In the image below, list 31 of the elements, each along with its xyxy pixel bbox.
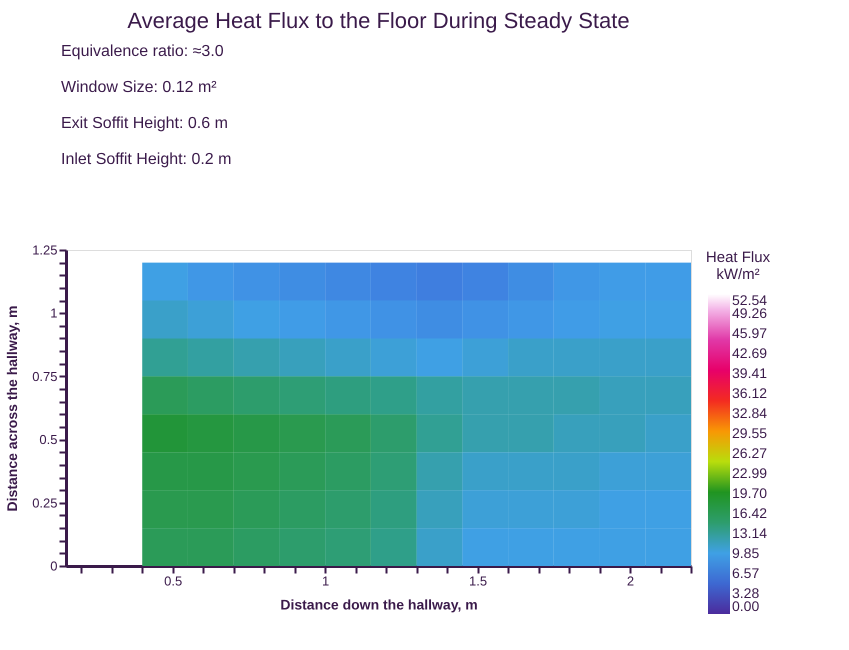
y-tick-label: 0	[50, 558, 58, 574]
chart-title: Average Heat Flux to the Floor During Steady State	[127, 8, 630, 33]
y-tick-label: 0.5	[39, 432, 58, 448]
color-bar-label: 39.41	[732, 364, 768, 381]
text: Equivalence ratio: ≈3.0	[61, 43, 224, 60]
x-tick-label: 0.5	[164, 574, 182, 588]
y-axis-title: Distance across the hallway, m	[4, 306, 20, 512]
x-tick-label: 1	[322, 574, 330, 588]
x-tick-label: 1.5	[469, 574, 488, 588]
text: Inlet Soffit Height: 0.2 m	[61, 151, 232, 168]
text: Window Size: 0.12 m²	[61, 79, 218, 96]
color-bar-label: 16.42	[732, 504, 768, 521]
x-tick-label: 2	[626, 574, 634, 588]
y-tick-label: 0.25	[32, 495, 58, 510]
y-tick-label: 1	[50, 306, 58, 321]
color-bar-label: 9.85	[732, 545, 760, 562]
y-tick-label: 1.25	[32, 242, 58, 258]
color-bar-label: 36.12	[732, 385, 768, 402]
color-bar-label: 29.55	[732, 425, 768, 442]
color-bar-label: 42.69	[732, 344, 768, 361]
text: Exit Soffit Height: 0.6 m	[61, 115, 228, 132]
color-bar-label: 6.57	[732, 564, 760, 581]
color-bar-label: 22.99	[732, 464, 768, 481]
color-bar-title: Heat Flux kW/m²	[706, 249, 771, 283]
color-bar-label: 32.84	[732, 404, 768, 421]
color-bar-label: 13.14	[732, 524, 768, 541]
color-bar-label: 45.97	[732, 325, 768, 342]
y-tick-label: 0.75	[32, 368, 58, 384]
color-bar-label: 26.27	[732, 445, 768, 461]
x-axis-title: Distance down the hallway, m	[280, 596, 478, 612]
color-bar-label: 19.70	[732, 485, 768, 502]
